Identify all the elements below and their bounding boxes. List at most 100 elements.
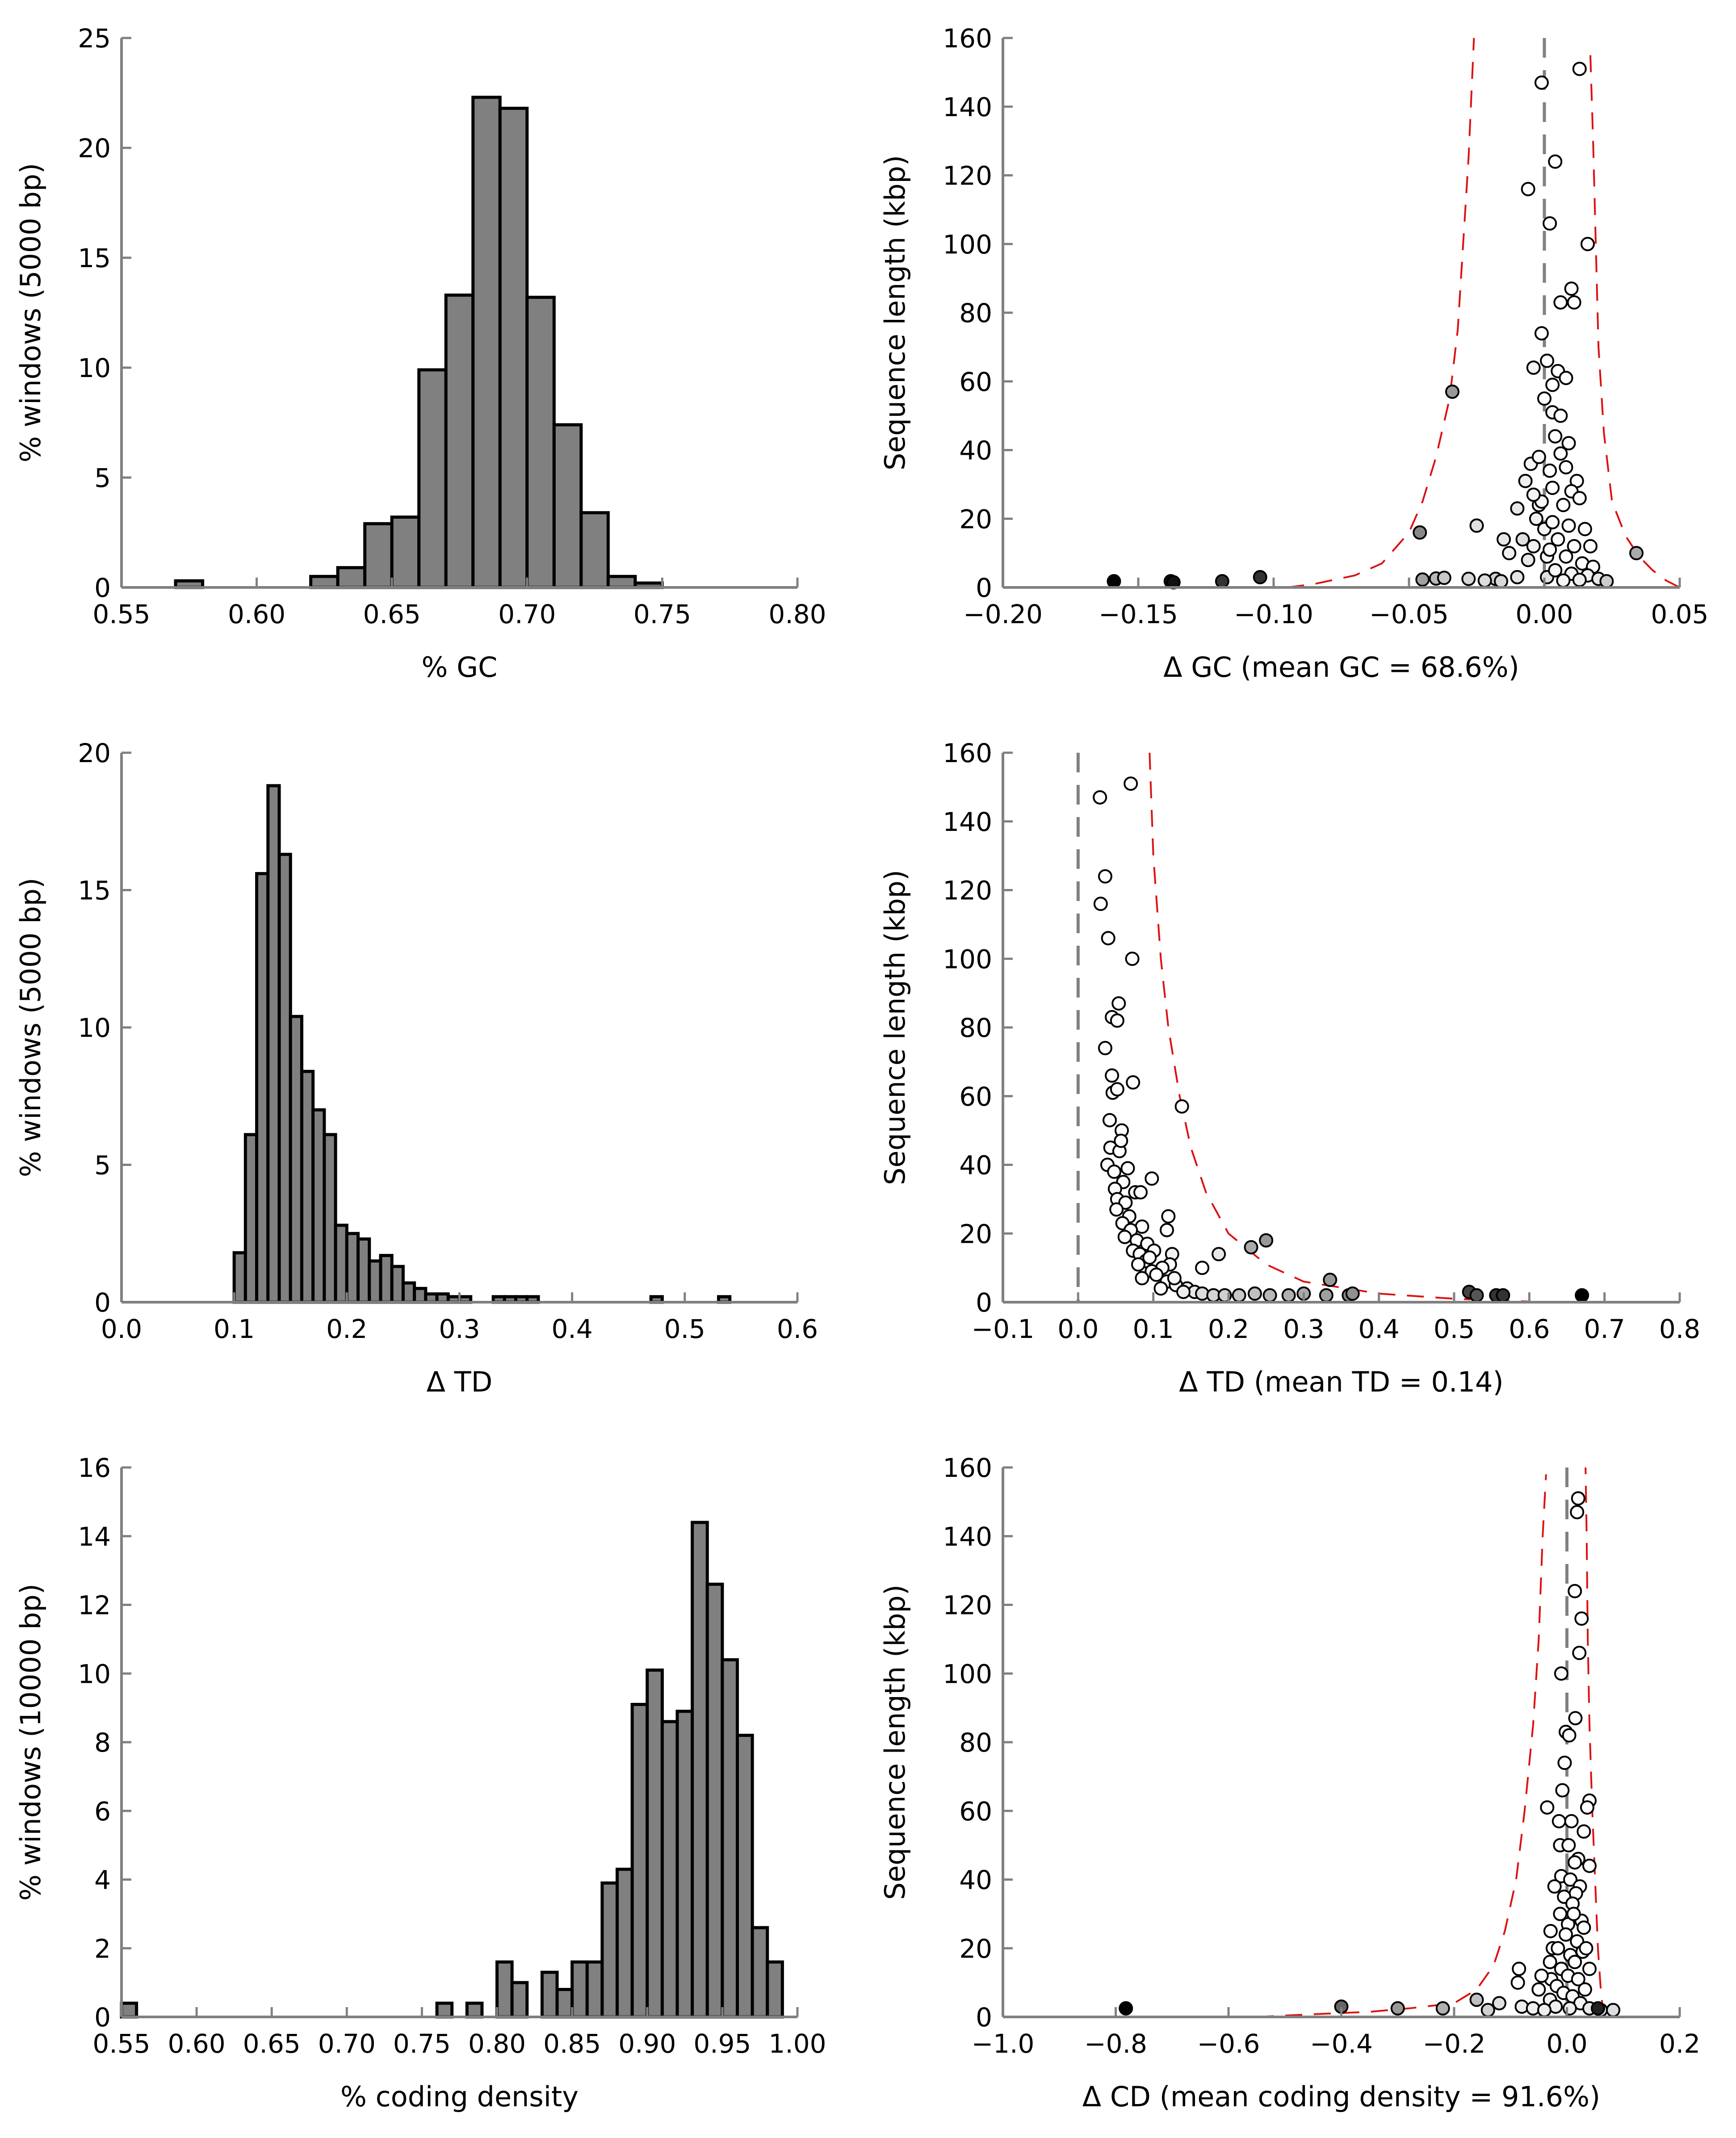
chart-5-point: [1531, 1982, 1546, 1997]
chart-5-y-tick-label: 0: [976, 2002, 992, 2033]
chart-0-x-tick-label: 0.70: [498, 599, 556, 629]
chart-0-y-tick-label: 10: [78, 353, 111, 383]
chart-1-point: [1559, 460, 1573, 474]
chart-5-point: [1582, 1962, 1597, 1976]
chart-3-point: [1319, 1288, 1333, 1303]
cd-histogram-panel: 0.55 0.60 0.65 0.70 0.75 0.80 0.85 0.90 0.95 1.00…: [14, 1453, 826, 2113]
chart-3-x-tick-label: 0.2: [1208, 1314, 1249, 1344]
chart-1-point: [1529, 511, 1543, 526]
chart-1-point: [1531, 449, 1546, 464]
chart-3-y-tick-label: 80: [959, 1013, 992, 1043]
chart-1-point: [1548, 563, 1563, 578]
chart-3-y-tick-label: 60: [959, 1082, 992, 1112]
chart-1-point: [1521, 182, 1535, 197]
chart-4-x-tick-label: 0.95: [693, 2029, 751, 2059]
chart-0-y-tick-label: 25: [78, 23, 111, 54]
chart-2-bar: [334, 1224, 348, 1304]
chart-5-point: [1571, 1972, 1585, 1987]
chart-3-point: [1149, 1267, 1164, 1282]
chart-0-bar: [606, 574, 637, 589]
chart-3-point: [1133, 1185, 1148, 1199]
chart-1-point: [1510, 501, 1525, 516]
chart-1-y-tick-label: 20: [959, 504, 992, 534]
chart-3-y-tick-label: 100: [943, 944, 992, 974]
chart-5-point: [1562, 1728, 1577, 1743]
chart-3-point: [1109, 1202, 1124, 1217]
chart-3-point: [1262, 1288, 1277, 1303]
chart-5-point: [1577, 1982, 1592, 1997]
chart-3-y-tick-label: 20: [959, 1219, 992, 1249]
chart-5-point: [1572, 1646, 1587, 1660]
chart-5-point: [1570, 1505, 1585, 1519]
chart-4-bar: [540, 1970, 559, 2019]
chart-5-point: [1543, 1955, 1557, 1969]
chart-5-x-tick-label: −0.8: [1084, 2029, 1147, 2059]
chart-1-point: [1534, 326, 1549, 341]
chart-5-y-tick-label: 40: [959, 1865, 992, 1895]
chart-0-x-tick-label: 0.60: [228, 599, 285, 629]
chart-1-y-tick-label: 160: [943, 23, 992, 54]
chart-1-point: [1215, 574, 1229, 589]
chart-5-point: [1566, 1907, 1581, 1921]
chart-5-y-tick-label: 140: [943, 1522, 992, 1552]
chart-5-bound-lower: [1257, 1474, 1547, 2018]
chart-1-point: [1415, 572, 1430, 587]
chart-3-point: [1124, 776, 1138, 791]
chart-0-y-tick-label: 5: [94, 463, 111, 493]
chart-1-point: [1477, 573, 1492, 588]
chart-3-x-axis-label: Δ TD (mean TD = 0.14): [1179, 1366, 1503, 1398]
chart-3-point: [1232, 1288, 1246, 1303]
chart-0-bar: [471, 96, 502, 589]
chart-1-point: [1548, 154, 1563, 169]
chart-1-point: [1526, 539, 1541, 553]
chart-1-point: [1543, 463, 1557, 478]
chart-3-x-tick-label: 0.4: [1359, 1314, 1400, 1344]
chart-1-point: [1461, 571, 1476, 586]
chart-3-point: [1323, 1273, 1338, 1287]
chart-4-x-tick-label: 0.85: [543, 2029, 601, 2059]
chart-5-bound-upper: [1585, 1467, 1605, 2017]
chart-4-x-tick-label: 0.55: [92, 2029, 150, 2059]
chart-4-bar: [751, 1926, 769, 2019]
chart-3-point: [1110, 1013, 1124, 1028]
chart-2-bar: [311, 1108, 326, 1304]
chart-3-y-tick-label: 140: [943, 807, 992, 837]
chart-3-point: [1195, 1261, 1210, 1275]
chart-5-point: [1492, 1996, 1506, 2011]
chart-5-y-axis-label: Sequence length (kbp): [879, 1585, 911, 1900]
chart-3-x-tick-label: 0.7: [1584, 1314, 1625, 1344]
chart-3-point: [1103, 1113, 1117, 1128]
chart-5-y-tick-label: 60: [959, 1796, 992, 1827]
chart-4-bar: [585, 1960, 604, 2019]
chart-5-x-tick-label: −0.2: [1423, 2029, 1486, 2059]
chart-1-point: [1577, 522, 1592, 537]
chart-4-y-tick-label: 4: [94, 1865, 111, 1895]
chart-3-point: [1159, 1223, 1174, 1237]
chart-5-point: [1553, 1907, 1568, 1921]
chart-0-x-tick-label: 0.65: [363, 599, 421, 629]
chart-5-point: [1119, 2001, 1133, 2016]
chart-1-point: [1537, 391, 1551, 406]
chart-5-x-tick-label: −0.6: [1197, 2029, 1260, 2059]
chart-1-point: [1548, 429, 1563, 444]
chart-5-point: [1564, 1814, 1579, 1828]
chart-2-bar: [401, 1281, 416, 1304]
chart-1-y-tick-label: 0: [976, 573, 992, 603]
chart-3-point: [1575, 1288, 1589, 1303]
chart-5-point: [1551, 1814, 1566, 1828]
chart-2-bar: [266, 784, 281, 1304]
chart-1-point: [1253, 570, 1267, 584]
chart-1-point: [1502, 546, 1517, 561]
chart-0-x-tick-label: 0.80: [768, 599, 826, 629]
chart-2-bar: [323, 1133, 337, 1304]
chart-3-x-tick-label: 0.6: [1509, 1314, 1550, 1344]
chart-5-point: [1568, 1855, 1582, 1870]
chart-3-point: [1496, 1288, 1510, 1303]
chart-0-bar: [417, 368, 448, 589]
chart-4-y-tick-label: 0: [94, 2002, 111, 2033]
chart-2-bar: [356, 1237, 371, 1304]
chart-0-bar: [309, 574, 340, 589]
chart-5-point: [1554, 1666, 1568, 1681]
chart-3-point: [1125, 952, 1140, 966]
